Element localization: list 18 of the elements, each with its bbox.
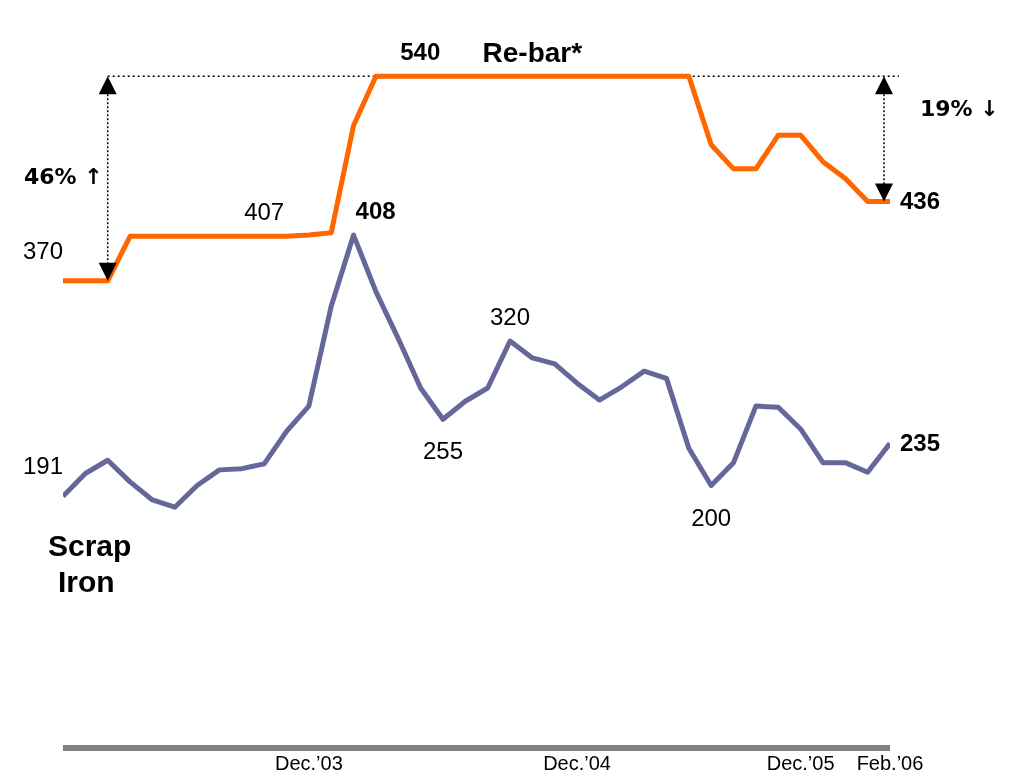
- data-label: 408: [355, 197, 396, 225]
- series-label: Re-bar*: [482, 37, 583, 69]
- text: 19% ↓: [920, 96, 999, 122]
- x-tick-label: Feb.’06: [856, 752, 924, 775]
- data-label: 200: [691, 503, 732, 531]
- data-label: 407: [244, 198, 285, 226]
- series-label: Scrap Iron: [48, 529, 132, 599]
- x-tick-label: Dec.’05: [766, 752, 835, 775]
- data-label: 235: [900, 429, 941, 457]
- data-label: 436: [900, 187, 941, 215]
- data-label: 540: [400, 38, 441, 66]
- data-label: 370: [22, 236, 64, 264]
- data-label: 255: [422, 437, 463, 465]
- x-tick-label: Dec.’04: [543, 752, 611, 775]
- x-tick-label: Dec.’03: [274, 752, 343, 775]
- data-label: 191: [22, 452, 64, 480]
- data-label: 320: [490, 303, 531, 331]
- annotation: 46% ↑: [24, 163, 103, 189]
